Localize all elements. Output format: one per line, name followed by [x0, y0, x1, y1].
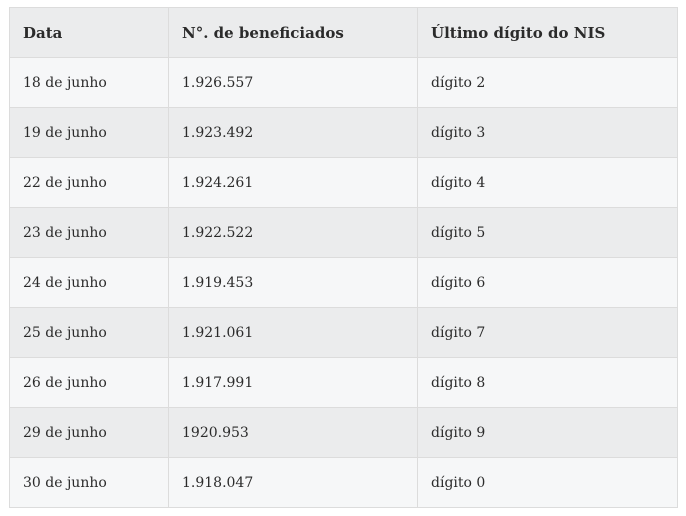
cell-nis-digit: dígito 8 — [417, 357, 678, 408]
cell-nis-digit: dígito 7 — [417, 307, 678, 358]
cell-beneficiaries: 1920.953 — [168, 407, 418, 458]
cell-nis-digit: dígito 9 — [417, 407, 678, 458]
cell-beneficiaries: 1.921.061 — [168, 307, 418, 358]
cell-beneficiaries: 1.923.492 — [168, 107, 418, 158]
cell-date: 18 de junho — [9, 57, 169, 108]
cell-date: 30 de junho — [9, 457, 169, 508]
cell-date: 23 de junho — [9, 207, 169, 258]
cell-beneficiaries: 1.919.453 — [168, 257, 418, 308]
table-row: 23 de junho 1.922.522 dígito 5 — [9, 207, 678, 258]
payment-schedule-table-container: Data N°. de beneficiados Último dígito d… — [9, 7, 678, 508]
cell-nis-digit: dígito 0 — [417, 457, 678, 508]
cell-beneficiaries: 1.918.047 — [168, 457, 418, 508]
header-nis-digit: Último dígito do NIS — [417, 7, 678, 58]
table-row: 22 de junho 1.924.261 dígito 4 — [9, 157, 678, 208]
table-row: 19 de junho 1.923.492 dígito 3 — [9, 107, 678, 158]
table-row: 18 de junho 1.926.557 dígito 2 — [9, 57, 678, 108]
table-row: 29 de junho 1920.953 dígito 9 — [9, 407, 678, 458]
header-date: Data — [9, 7, 169, 58]
cell-beneficiaries: 1.924.261 — [168, 157, 418, 208]
cell-beneficiaries: 1.926.557 — [168, 57, 418, 108]
cell-nis-digit: dígito 5 — [417, 207, 678, 258]
table-row: 24 de junho 1.919.453 dígito 6 — [9, 257, 678, 308]
payment-schedule-table: Data N°. de beneficiados Último dígito d… — [9, 7, 678, 508]
cell-beneficiaries: 1.917.991 — [168, 357, 418, 408]
cell-date: 25 de junho — [9, 307, 169, 358]
cell-beneficiaries: 1.922.522 — [168, 207, 418, 258]
header-beneficiaries: N°. de beneficiados — [168, 7, 418, 58]
cell-date: 24 de junho — [9, 257, 169, 308]
table-row: 26 de junho 1.917.991 dígito 8 — [9, 357, 678, 408]
cell-nis-digit: dígito 3 — [417, 107, 678, 158]
cell-nis-digit: dígito 4 — [417, 157, 678, 208]
cell-nis-digit: dígito 6 — [417, 257, 678, 308]
table-row: 30 de junho 1.918.047 dígito 0 — [9, 457, 678, 508]
cell-date: 19 de junho — [9, 107, 169, 158]
cell-date: 26 de junho — [9, 357, 169, 408]
cell-nis-digit: dígito 2 — [417, 57, 678, 108]
cell-date: 29 de junho — [9, 407, 169, 458]
table-row: 25 de junho 1.921.061 dígito 7 — [9, 307, 678, 358]
cell-date: 22 de junho — [9, 157, 169, 208]
table-header-row: Data N°. de beneficiados Último dígito d… — [9, 7, 678, 58]
